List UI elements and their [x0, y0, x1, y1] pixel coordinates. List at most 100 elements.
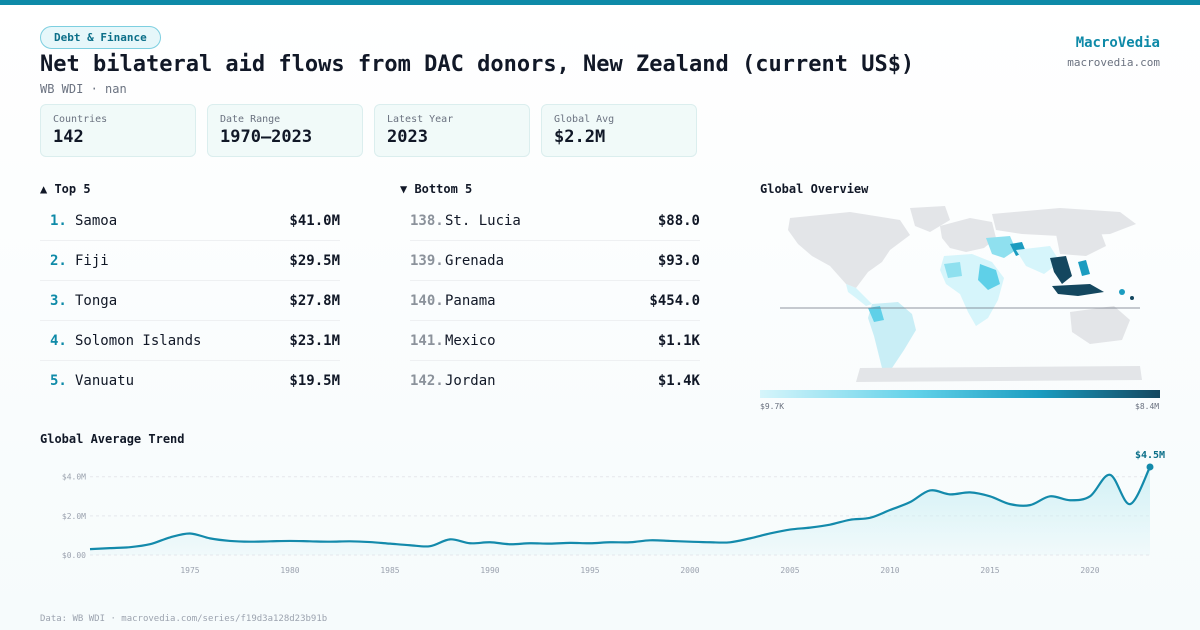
map-region-southeast-asia[interactable]	[1050, 256, 1072, 284]
stat-card-countries: Countries 142	[40, 104, 196, 157]
stat-value: 142	[53, 127, 84, 147]
top5-list: 1. Samoa $41.0M 2. Fiji $29.5M 3. Tonga …	[40, 201, 340, 401]
map-region-antarctica[interactable]	[856, 366, 1142, 382]
data-point	[328, 540, 332, 544]
map-region-west-africa[interactable]	[944, 262, 962, 278]
y-tick-label: $0.00	[62, 551, 86, 560]
world-map[interactable]	[760, 200, 1160, 385]
list-item[interactable]: 142. Jordan $1.4K	[410, 361, 700, 401]
x-tick-label: 1990	[480, 566, 499, 575]
country-value: $23.1M	[289, 333, 340, 349]
rank-number: 2.	[50, 253, 67, 269]
data-point	[1108, 473, 1112, 477]
x-tick-label: 2010	[880, 566, 899, 575]
country-value: $19.5M	[289, 373, 340, 389]
country-name: Solomon Islands	[75, 333, 202, 349]
rank-number: 1.	[50, 213, 67, 229]
country-value: $93.0	[657, 253, 700, 269]
rank-number: 3.	[50, 293, 67, 309]
map-legend-bar	[760, 390, 1160, 398]
trend-chart[interactable]: $0.00 $2.0M $4.0M 1975 1980 1985 1990 1995 2000 2…	[40, 445, 1180, 585]
rank-number: 141.	[410, 333, 444, 349]
map-region-north-asia[interactable]	[992, 208, 1136, 236]
map-region-australia[interactable]	[1070, 306, 1130, 344]
list-item[interactable]: 4. Solomon Islands $23.1M	[40, 321, 340, 361]
stat-label: Countries	[53, 114, 108, 125]
data-point	[288, 539, 292, 543]
list-item[interactable]: 140. Panama $454.0	[410, 281, 700, 321]
data-point	[768, 531, 772, 535]
map-region-north-america[interactable]	[788, 212, 910, 288]
map-region-east-asia[interactable]	[1056, 230, 1106, 256]
x-tick-label: 1980	[280, 566, 299, 575]
map-region-middle-east[interactable]	[986, 236, 1016, 258]
data-point	[1028, 503, 1032, 507]
country-name: Jordan	[445, 373, 496, 389]
data-point	[368, 540, 372, 544]
data-point	[928, 488, 932, 492]
data-point	[348, 539, 352, 543]
country-name: Samoa	[75, 213, 118, 229]
data-point	[588, 541, 592, 545]
map-region-east-africa[interactable]	[978, 264, 1000, 290]
x-tick-label: 1975	[180, 566, 199, 575]
data-point	[508, 542, 512, 546]
category-tag[interactable]: Debt & Finance	[40, 26, 161, 49]
stat-label: Date Range	[220, 114, 281, 125]
country-value: $41.0M	[289, 213, 340, 229]
data-point	[828, 523, 832, 527]
map-region-europe[interactable]	[940, 218, 996, 252]
rank-number: 139.	[410, 253, 444, 269]
data-point	[648, 538, 652, 542]
footer-source[interactable]: Data: WB WDI · macrovedia.com/series/f19…	[40, 614, 328, 624]
country-value: $27.8M	[289, 293, 340, 309]
list-item[interactable]: 3. Tonga $27.8M	[40, 281, 340, 321]
data-point	[908, 500, 912, 504]
data-point	[228, 539, 232, 543]
country-name: Fiji	[75, 253, 109, 269]
data-point	[988, 494, 992, 498]
data-point	[808, 526, 812, 530]
last-value-label: $4.5M	[1135, 450, 1165, 461]
brand-url[interactable]: macrovedia.com	[1067, 56, 1160, 69]
map-region-south-asia[interactable]	[1016, 246, 1060, 274]
data-point	[268, 539, 272, 543]
list-item[interactable]: 5. Vanuatu $19.5M	[40, 361, 340, 401]
data-point	[888, 508, 892, 512]
map-title: Global Overview	[760, 182, 869, 196]
map-region-central-america[interactable]	[846, 284, 872, 306]
list-item[interactable]: 139. Grenada $93.0	[410, 241, 700, 281]
country-name: Tonga	[75, 293, 118, 309]
data-point	[448, 537, 452, 541]
brand-name[interactable]: MacroVedia	[1075, 35, 1160, 51]
data-point	[188, 531, 192, 535]
x-tick-label: 1985	[380, 566, 399, 575]
map-region-andes[interactable]	[868, 306, 884, 322]
y-tick-label: $4.0M	[62, 473, 86, 482]
list-item[interactable]: 141. Mexico $1.1K	[410, 321, 700, 361]
map-region-indonesia[interactable]	[1052, 284, 1104, 296]
country-name: St. Lucia	[445, 213, 521, 229]
data-point	[948, 492, 952, 496]
country-name: Mexico	[445, 333, 496, 349]
data-point	[1008, 502, 1012, 506]
x-tick-label: 1995	[580, 566, 599, 575]
data-point	[708, 540, 712, 544]
map-region-pacific-islands[interactable]	[1119, 289, 1125, 295]
country-name: Vanuatu	[75, 373, 135, 389]
bottom5-title: ▼ Bottom 5	[400, 182, 473, 196]
list-item[interactable]: 138. St. Lucia $88.0	[410, 201, 700, 241]
stat-value: $2.2M	[554, 127, 606, 147]
x-tick-label: 2005	[780, 566, 799, 575]
list-item[interactable]: 2. Fiji $29.5M	[40, 241, 340, 281]
list-item[interactable]: 1. Samoa $41.0M	[40, 201, 340, 241]
data-point	[1128, 502, 1132, 506]
map-region-greenland[interactable]	[910, 206, 950, 232]
x-tick-label: 2015	[980, 566, 999, 575]
country-value: $1.4K	[657, 373, 700, 389]
world-map-svg	[780, 206, 1142, 382]
data-point	[248, 540, 252, 544]
map-region-philippines[interactable]	[1078, 260, 1090, 276]
trend-line	[89, 466, 1151, 551]
map-region-pacific-islands[interactable]	[1130, 296, 1134, 300]
